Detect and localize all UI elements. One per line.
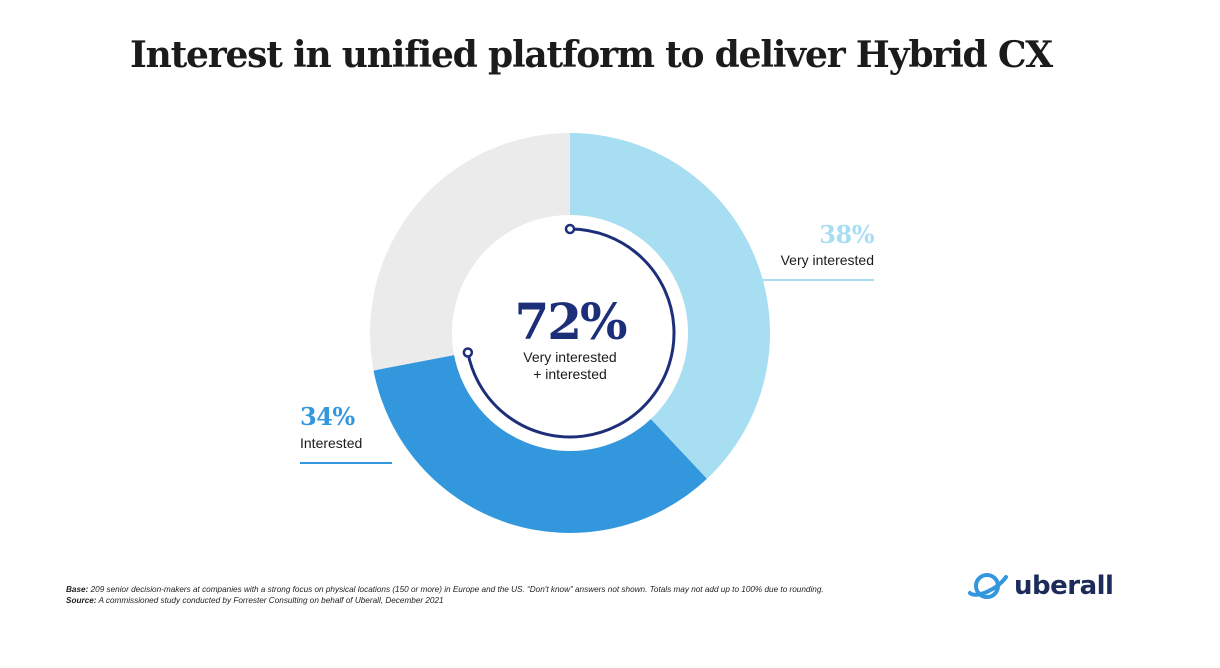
slice-label-interested: Interested xyxy=(300,435,362,451)
uberall-logo: uberall xyxy=(968,568,1114,604)
arc-start-dot xyxy=(564,223,576,235)
chart-title: Interest in unified platform to deliver … xyxy=(129,34,1053,76)
footnote-source: Source: A commissioned study conducted b… xyxy=(66,596,444,605)
donut-hole xyxy=(452,215,688,451)
center-total-value: 72% xyxy=(514,292,627,351)
center-label-line1: Very interested xyxy=(523,349,616,365)
center-label-line2: + interested xyxy=(533,366,607,382)
planet-icon xyxy=(968,573,1008,599)
footnote-base: Base: 209 senior decision-makers at comp… xyxy=(66,585,824,594)
slice-value-interested: 34% xyxy=(300,402,355,431)
footnote: Base: 209 senior decision-makers at comp… xyxy=(66,584,956,606)
arc-end-dot xyxy=(462,347,474,358)
slice-label-very-interested: Very interested xyxy=(781,252,874,268)
progress-arc xyxy=(466,227,676,439)
logo-wordmark: uberall xyxy=(1014,571,1114,601)
slice-value-very-interested: 38% xyxy=(819,220,874,249)
